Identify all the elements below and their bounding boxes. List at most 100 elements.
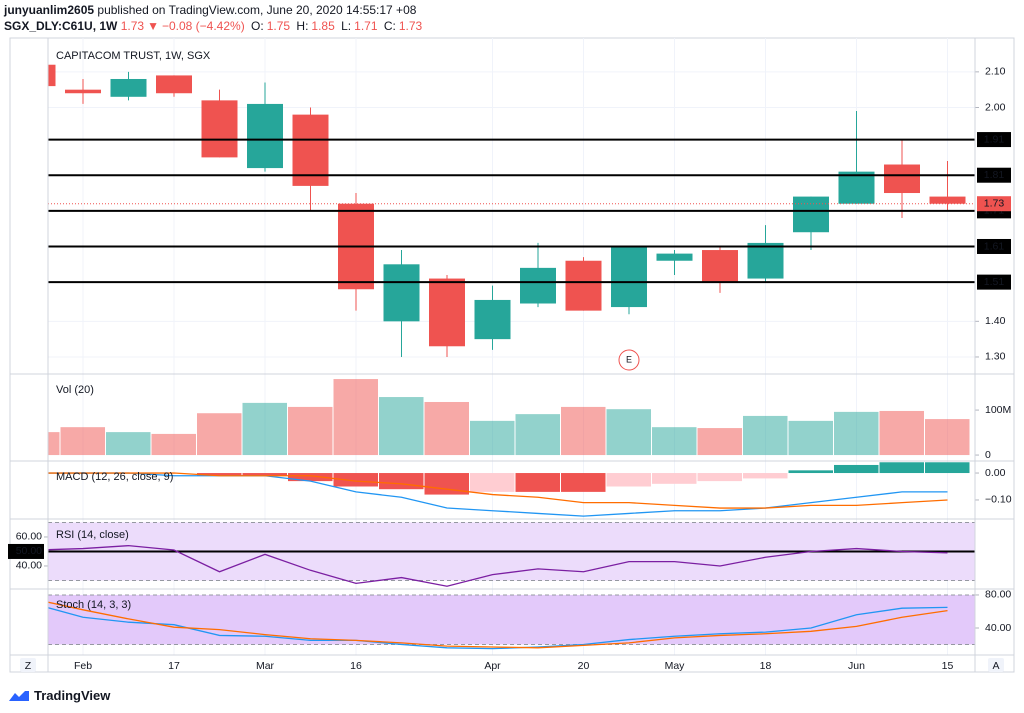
candle-body [48, 64, 56, 87]
y-tick-label: 1.30 [985, 351, 1006, 363]
volume-bar [925, 419, 970, 456]
x-tick-label: Apr [484, 660, 501, 672]
candle-body [884, 164, 920, 194]
macd-histogram [652, 473, 697, 484]
header: junyuanlim2605 published on TradingView.… [4, 2, 425, 34]
candle-body [156, 75, 192, 94]
quote-line: SGX_DLY:C61U, 1W 1.73 ▼ −0.08 (−4.42%) O: 1… [4, 18, 425, 34]
y-tick-label: 60.00 [16, 531, 42, 543]
macd-histogram [242, 473, 287, 476]
y-tick-label: 80.00 [985, 589, 1011, 601]
level-label: 1.91 [984, 133, 1005, 145]
volume-bar [879, 410, 924, 456]
macd-histogram [697, 473, 742, 482]
candle-body [201, 100, 238, 158]
ohlc-label: L: [341, 19, 352, 33]
candle-body [383, 264, 420, 322]
volume-bar [834, 411, 879, 456]
x-tick-label: May [665, 660, 686, 672]
level-label: 50.00 [16, 545, 42, 557]
macd-histogram [743, 473, 788, 479]
volume-bar [197, 413, 242, 456]
volume-bar [743, 415, 788, 456]
volume-bar [379, 397, 424, 456]
logo [9, 690, 29, 701]
macd-histogram [288, 473, 333, 482]
ohlc-label: C: [383, 19, 396, 33]
level-label-bg [8, 543, 44, 559]
macd-histogram [561, 473, 606, 492]
ohlc-label: H: [296, 19, 309, 33]
volume-bar [788, 420, 833, 456]
candle-body [929, 196, 966, 204]
volume-bar [60, 427, 105, 456]
candle-body [611, 246, 647, 308]
last-price-label: 1.73 [984, 197, 1005, 209]
macd-histogram [470, 473, 515, 492]
pane-title: MACD (12, 26, close, 9) [56, 471, 173, 483]
volume-bar [288, 406, 333, 456]
plot: E [48, 64, 975, 650]
macd-histogram [834, 464, 879, 474]
x-tick-label: 20 [578, 660, 590, 672]
y-tick-label: −0.10 [985, 494, 1012, 506]
zoom-button[interactable]: Z [20, 658, 36, 672]
ohlc-label: O: [251, 19, 264, 33]
macd-histogram [379, 473, 424, 490]
y-tick-label: 40.00 [16, 560, 42, 572]
candle-body [474, 299, 511, 340]
candle-body [429, 278, 465, 347]
level-label-bg [977, 274, 1011, 290]
level-label: 1.51 [984, 276, 1005, 288]
level-label-bg [977, 238, 1011, 254]
candle-body [110, 78, 147, 97]
volume-bar [333, 379, 378, 456]
volume-bar [242, 402, 287, 456]
annotation-marker [618, 349, 640, 371]
candle-body [520, 267, 556, 304]
macd-histogram [424, 473, 469, 495]
button-label[interactable]: Z [25, 660, 32, 672]
volume-bar [151, 433, 196, 456]
x-tick-label: Jun [848, 660, 865, 672]
frame [9, 37, 1015, 673]
volume-bar [515, 414, 560, 456]
volume-bar [424, 401, 469, 456]
change: −0.08 (−4.42%) [161, 19, 245, 33]
macd-histogram [606, 473, 651, 487]
auto-button[interactable]: A [988, 658, 1004, 672]
publish-line: junyuanlim2605 published on TradingView.… [4, 2, 425, 18]
button-bg[interactable] [988, 658, 1004, 672]
ohlc-value: 1.71 [354, 19, 378, 33]
volume-bar [106, 432, 151, 456]
candle-body [747, 242, 784, 279]
grid [48, 38, 975, 655]
level-label-bg [977, 132, 1011, 148]
candle-body [838, 171, 875, 204]
series-line [48, 601, 948, 649]
candle-body [656, 253, 693, 261]
x-tick-label: Mar [256, 660, 275, 672]
ohlc-value: 1.73 [398, 19, 423, 33]
ohlc-value: 1.85 [311, 19, 335, 33]
candle-body [702, 250, 738, 283]
pane-title: CAPITACOM TRUST, 1W, SGX [56, 50, 211, 62]
volume-bar [606, 409, 651, 456]
x-tick-label: 17 [168, 660, 180, 672]
arrow: ▼ [147, 19, 159, 33]
macd-histogram [925, 462, 970, 474]
overlay: CAPITACOM TRUST, 1W, SGX Vol (20) MACD (12… [8, 50, 1014, 672]
y-tick-label: 2.10 [985, 66, 1006, 78]
last-price-bg [977, 196, 1011, 212]
button-label[interactable]: A [992, 660, 999, 672]
series-line [48, 472, 948, 517]
volume-bar [697, 428, 742, 456]
button-bg[interactable] [20, 658, 36, 672]
macd-histogram [788, 470, 833, 474]
macd-histogram [879, 462, 924, 474]
candle-body [292, 114, 329, 186]
ohlc-value: 1.75 [266, 19, 291, 33]
y-tick-label: 1.40 [985, 315, 1006, 327]
level-label-bg [977, 167, 1011, 183]
